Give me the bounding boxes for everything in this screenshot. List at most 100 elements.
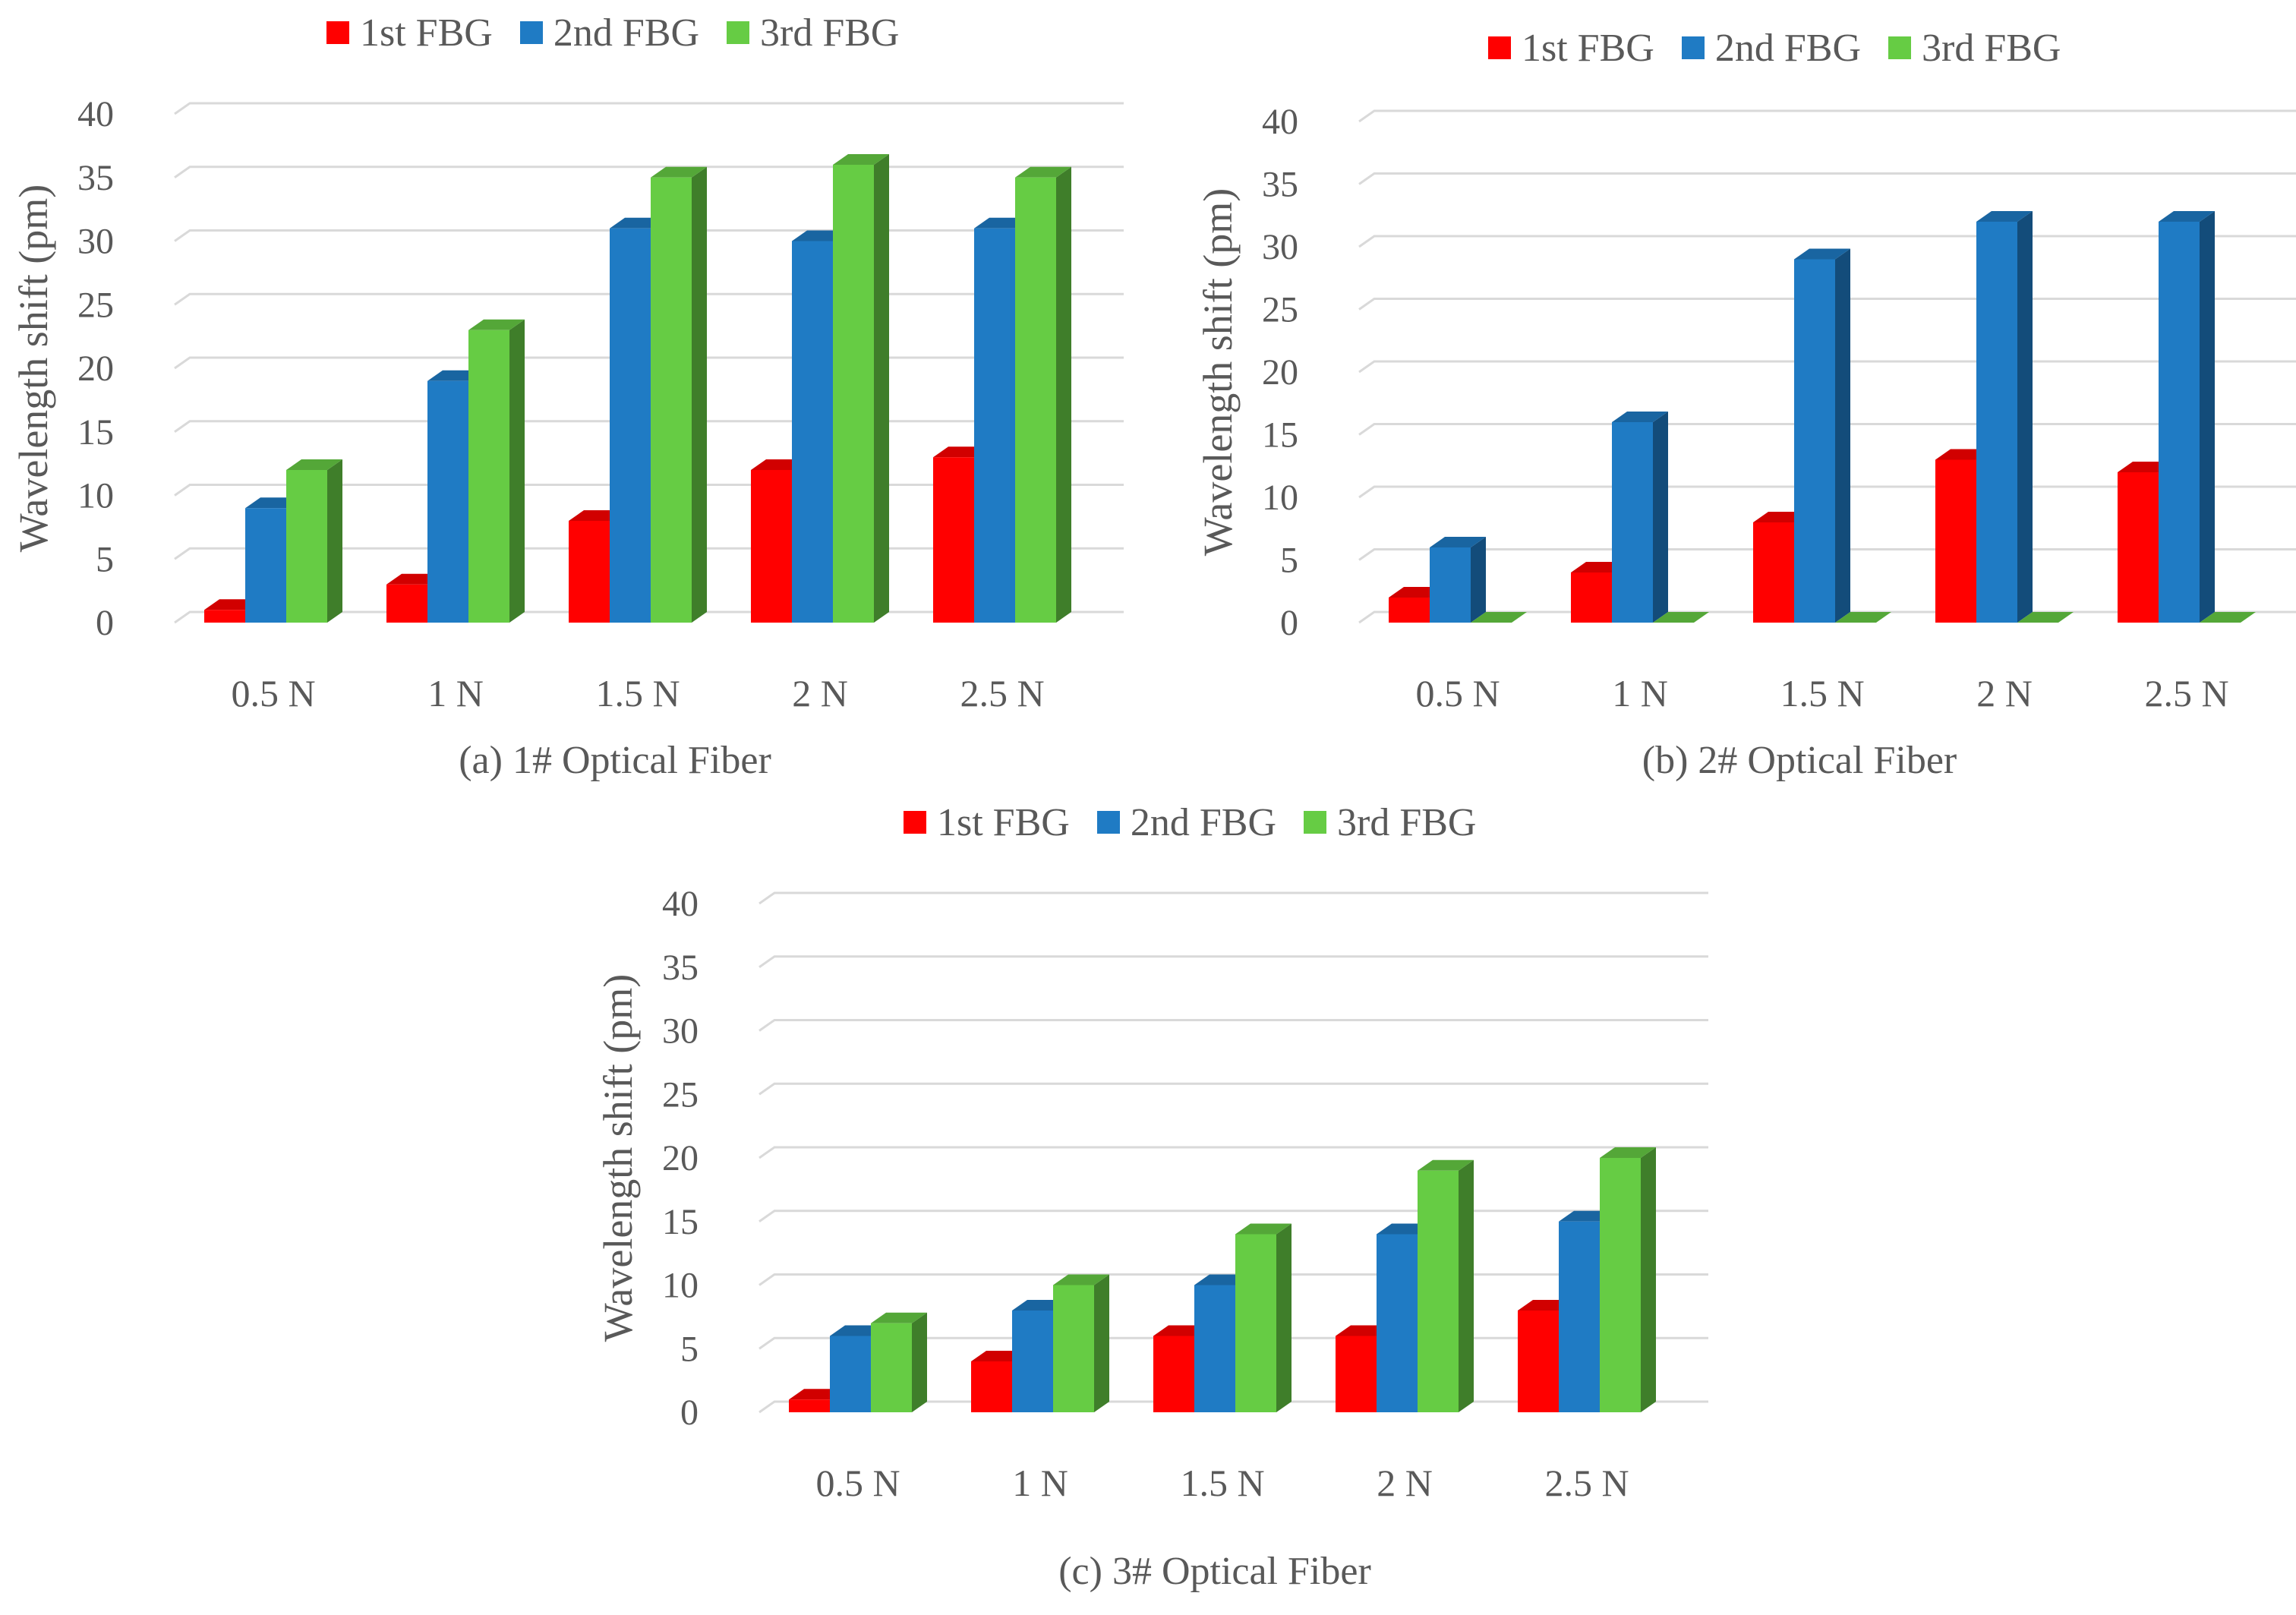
chart-caption: (c) 3# Optical Fiber xyxy=(1058,1550,1371,1593)
bar-3rd-fbg xyxy=(1235,1223,1292,1412)
bar-2nd-fbg xyxy=(2159,211,2215,623)
bar-3rd-fbg xyxy=(1653,612,1709,623)
y-tick-label: 35 xyxy=(662,948,699,988)
bar-top xyxy=(1235,1223,1292,1235)
bar-3rd-fbg xyxy=(2017,612,2074,623)
bar-side xyxy=(2200,211,2215,623)
bar-top xyxy=(1835,612,1891,623)
legend-label: 3rd FBG xyxy=(1922,26,2061,70)
legend-entry-1st-fbg: 1st FBG xyxy=(1488,26,1654,71)
bar-top xyxy=(1653,612,1709,623)
bar-front xyxy=(1935,459,1976,623)
bar-front xyxy=(933,457,974,623)
gridline xyxy=(758,1082,1708,1096)
bar-front xyxy=(569,521,610,623)
legend-swatch xyxy=(904,811,926,834)
y-tick-label: 25 xyxy=(662,1074,699,1115)
y-tick-label: 5 xyxy=(680,1329,699,1369)
bar-3rd-fbg xyxy=(468,319,525,623)
bar-front xyxy=(1430,547,1471,623)
legend-swatch xyxy=(1681,36,1705,59)
bar-top xyxy=(468,319,525,330)
bar-front xyxy=(1336,1336,1377,1412)
legend-label: 3rd FBG xyxy=(1337,800,1477,844)
gridline xyxy=(758,1019,1708,1032)
legend-label: 1st FBG xyxy=(1522,26,1654,70)
bar-top xyxy=(833,154,889,165)
bar-front xyxy=(2159,222,2200,623)
bar-top xyxy=(286,459,342,470)
y-tick-label: 5 xyxy=(96,539,114,579)
y-tick-label: 30 xyxy=(662,1011,699,1052)
legend-swatch xyxy=(1096,811,1120,834)
bar-front xyxy=(1612,422,1653,623)
bar-top xyxy=(1418,1159,1474,1171)
bar-front xyxy=(2118,472,2159,623)
legend-swatch xyxy=(1888,36,1911,59)
gridline xyxy=(1358,172,2296,185)
bar-front xyxy=(286,470,327,623)
bar-front xyxy=(1976,222,2017,623)
bar-front xyxy=(1153,1336,1194,1412)
y-tick-label: 10 xyxy=(77,476,114,516)
bar-front xyxy=(1194,1285,1235,1412)
legend-entry-3rd-fbg: 3rd FBG xyxy=(1888,26,2061,71)
chart-caption: (b) 2# Optical Fiber xyxy=(1642,739,1957,782)
bar-3rd-fbg xyxy=(651,166,707,623)
bar-3rd-fbg xyxy=(2200,612,2256,623)
bar-2nd-fbg xyxy=(1794,248,1850,623)
bar-top xyxy=(871,1312,927,1323)
chart-legend: 1st FBG 2nd FBG 3rd FBG xyxy=(326,6,899,59)
bar-3rd-fbg xyxy=(833,154,889,623)
bar-side xyxy=(912,1312,927,1412)
bar-front xyxy=(971,1361,1012,1412)
x-tick-label: 2 N xyxy=(1377,1462,1433,1504)
bar-front xyxy=(974,228,1015,623)
bar-side xyxy=(327,459,342,623)
legend-entry-2nd-fbg: 2nd FBG xyxy=(1096,800,1276,845)
y-tick-label: 0 xyxy=(96,603,114,643)
bar-front xyxy=(751,470,792,623)
chart-plot: Wavelength shift (pm) 0 5 10 15 20 25 30 35 40 0.5… xyxy=(1195,102,2296,714)
bar-side xyxy=(2017,211,2033,623)
legend-entry-3rd-fbg: 3rd FBG xyxy=(727,11,899,55)
y-tick-label: 25 xyxy=(1262,290,1298,330)
y-tick-label: 20 xyxy=(1262,352,1298,393)
bar-front xyxy=(1571,573,1612,623)
y-tick-label: 15 xyxy=(662,1202,699,1242)
legend-label: 2nd FBG xyxy=(1714,26,1861,70)
gridline xyxy=(758,891,1708,905)
legend-entry-2nd-fbg: 2nd FBG xyxy=(519,11,699,55)
chart-caption: (a) 1# Optical Fiber xyxy=(459,739,771,782)
bar-top xyxy=(1600,1147,1656,1158)
bar-3rd-fbg xyxy=(1418,1159,1474,1412)
bar-front xyxy=(1235,1234,1276,1412)
y-tick-label: 35 xyxy=(77,158,114,198)
bar-3rd-fbg xyxy=(1471,612,1527,623)
bar-front xyxy=(245,508,286,623)
bar-3rd-fbg xyxy=(1600,1147,1656,1412)
bar-3rd-fbg xyxy=(1015,166,1071,623)
chart-panel-c: 1st FBG 2nd FBG 3rd FBG Wavelength shift… xyxy=(585,790,1724,1593)
bar-2nd-fbg xyxy=(1430,537,1486,623)
y-tick-label: 0 xyxy=(1280,603,1298,643)
bar-front xyxy=(1559,1221,1600,1412)
x-tick-label: 1.5 N xyxy=(1780,672,1864,714)
y-tick-label: 10 xyxy=(662,1266,699,1306)
y-tick-label: 30 xyxy=(77,222,114,262)
bar-side xyxy=(509,319,525,623)
bar-front xyxy=(468,330,509,623)
gridline xyxy=(758,1146,1708,1159)
x-tick-label: 0.5 N xyxy=(815,1462,900,1504)
bar-side xyxy=(1641,1147,1656,1412)
bar-front xyxy=(1753,522,1794,623)
bar-side xyxy=(692,166,707,623)
bar-front xyxy=(1377,1234,1418,1412)
x-tick-label: 0.5 N xyxy=(1415,672,1500,714)
gridline xyxy=(174,166,1124,178)
bar-top xyxy=(1015,166,1071,178)
legend-entry-3rd-fbg: 3rd FBG xyxy=(1304,800,1476,845)
bar-top xyxy=(2200,612,2256,623)
x-tick-label: 1 N xyxy=(1612,672,1668,714)
bar-front xyxy=(651,177,692,623)
